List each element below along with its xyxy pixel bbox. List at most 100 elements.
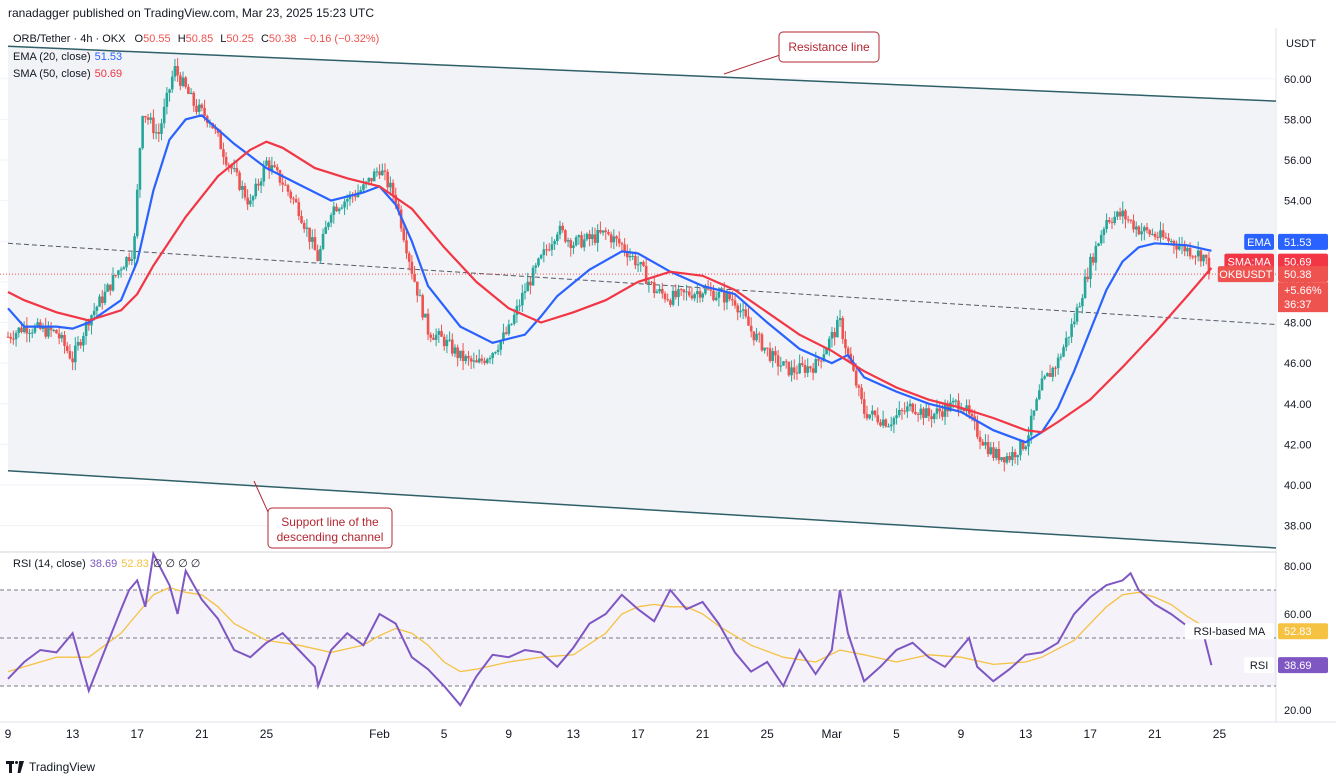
candle-body	[76, 341, 80, 346]
candle-body	[273, 165, 276, 168]
symbol-name[interactable]: ORB/Tether · 4h · OKX	[13, 33, 126, 45]
rsi-label: RSI (14, close)	[13, 558, 86, 570]
candle-body	[515, 305, 519, 315]
currency-label[interactable]: USDT	[1286, 38, 1316, 50]
candle-body	[445, 339, 449, 347]
candle-body	[766, 347, 769, 349]
rsi-line	[7, 550, 1213, 707]
time-tick-label: 25	[1213, 727, 1227, 741]
candle-body	[308, 227, 311, 242]
candle-body	[402, 228, 406, 241]
candle-body	[1137, 226, 1141, 235]
candle-body	[265, 160, 268, 166]
sma-legend[interactable]: SMA (50, close) 50.69	[13, 68, 122, 80]
candle-body	[1070, 324, 1073, 337]
candle-body	[857, 385, 861, 388]
candle-body	[1056, 357, 1060, 369]
candle-body	[1059, 356, 1063, 358]
candle-body	[109, 284, 112, 291]
candle-body	[997, 448, 1001, 461]
rsi-badge[interactable]: RSI 38.69	[1244, 657, 1328, 674]
candle-body	[367, 177, 371, 182]
candle-body	[954, 400, 958, 402]
candle-body	[238, 172, 241, 190]
candle-body	[628, 255, 632, 258]
candle-body	[1024, 446, 1028, 450]
publisher-header: ranadagger published on TradingView.com,…	[8, 6, 375, 20]
candle-body	[1145, 227, 1149, 231]
candle-body	[1075, 307, 1079, 322]
ema-value: 51.53	[94, 51, 123, 63]
candle-body	[763, 347, 766, 351]
candle-body	[986, 442, 990, 455]
candle-body	[413, 273, 416, 282]
candle-body	[426, 313, 430, 335]
resistance-callout-text: Resistance line	[788, 40, 870, 54]
candle-body	[450, 339, 454, 354]
candle-body	[1204, 254, 1208, 258]
candle-body	[663, 293, 667, 300]
candle-body	[916, 413, 920, 415]
candle-body	[819, 360, 823, 362]
candle-body	[324, 227, 328, 234]
support-callout-pointer	[253, 480, 269, 513]
okbusdt-badge[interactable]: OKBUSDT 50.38	[1217, 266, 1328, 283]
candle-body	[739, 310, 742, 313]
ema-badge-value: 51.53	[1284, 237, 1312, 249]
candle-body	[429, 334, 433, 338]
candle-body	[984, 442, 987, 446]
candle-body	[354, 195, 357, 197]
time-tick-label: 17	[1084, 727, 1098, 741]
candle-body	[1097, 243, 1100, 246]
candle-body	[92, 310, 96, 316]
candle-body	[230, 165, 233, 169]
low-label: L	[220, 33, 227, 45]
candle-body	[1040, 378, 1044, 391]
candle-body	[340, 207, 344, 209]
last-price-extra: +5.66% 36:37	[1278, 282, 1328, 313]
candle-body	[564, 230, 567, 242]
candle-body	[935, 408, 939, 414]
candle-body	[661, 288, 664, 294]
candle-body	[135, 189, 139, 237]
ema-legend[interactable]: EMA (20, close) 51.53	[13, 51, 122, 63]
rsi-tick-label: 80.00	[1284, 561, 1312, 573]
candle-body	[728, 293, 731, 300]
candle-body	[173, 66, 177, 77]
candle-body	[20, 327, 23, 333]
time-tick-label: 9	[958, 727, 965, 741]
candle-body	[421, 295, 424, 318]
candle-body	[22, 325, 26, 333]
candle-body	[254, 183, 258, 197]
candle-body	[792, 367, 796, 373]
candle-body	[152, 117, 155, 134]
candle-body	[803, 365, 807, 373]
candle-body	[1175, 245, 1178, 250]
ema-badge[interactable]: EMA 51.53	[1244, 233, 1328, 250]
rsi-ma-badge[interactable]: RSI-based MA 52.83	[1184, 623, 1328, 640]
candle-body	[1196, 250, 1200, 257]
candle-body	[232, 168, 236, 170]
rsi-legend[interactable]: RSI (14, close) 38.69 52.83 ∅ ∅ ∅ ∅	[13, 557, 200, 570]
candle-body	[731, 299, 734, 301]
candle-body	[833, 332, 836, 338]
price-tick-label: 54.00	[1284, 196, 1312, 208]
candle-body	[1091, 256, 1095, 263]
candle-body	[1011, 452, 1014, 460]
rsi-ma-badge-label: RSI-based MA	[1194, 626, 1266, 638]
candle-body	[397, 203, 400, 210]
candle-body	[545, 249, 548, 251]
candle-body	[871, 410, 874, 415]
candle-body	[469, 358, 473, 362]
candle-body	[467, 356, 470, 359]
candle-body	[601, 230, 605, 233]
candle-body	[189, 92, 193, 94]
candle-body	[144, 116, 147, 118]
sma-badge[interactable]: SMA:MA 50.69	[1224, 253, 1328, 270]
candle-body	[407, 253, 411, 262]
price-tick-label: 42.00	[1284, 439, 1312, 451]
candle-body	[873, 410, 877, 416]
candle-body	[289, 191, 293, 199]
candle-body	[779, 365, 783, 367]
